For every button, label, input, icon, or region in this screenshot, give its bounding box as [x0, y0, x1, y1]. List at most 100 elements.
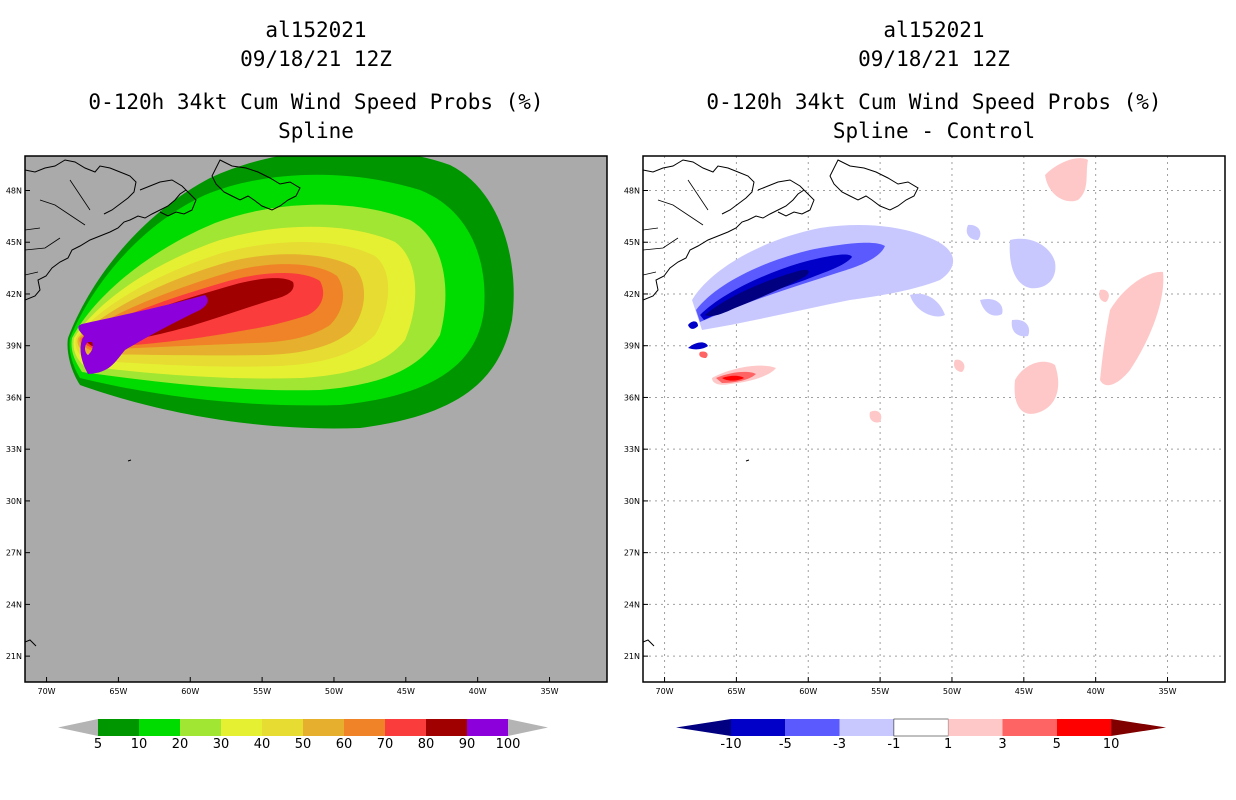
left-product-title: 0-120h 34kt Cum Wind Speed Probs (%) — [88, 90, 544, 114]
lon-tick-label: 50W — [325, 687, 343, 696]
colorbar-swatch — [180, 719, 221, 736]
left-colorbar: 5 10 20 30 40 50 60 70 80 90 100 — [58, 719, 548, 752]
lon-tick-label: 45W — [397, 687, 415, 696]
state-borders — [643, 179, 709, 276]
right-title: al152021 09/18/21 12Z 0-120h 34kt Cum Wi… — [643, 16, 1225, 146]
lat-tick-label: 21N — [624, 652, 640, 661]
colorbar-label: 3 — [998, 737, 1006, 752]
coastline-northeast-us — [643, 189, 805, 301]
lon-tick-label: 70W — [38, 687, 56, 696]
lat-tick-label: 48N — [6, 186, 22, 195]
lon-tick-label: 60W — [799, 687, 817, 696]
left-storm-id: al152021 — [265, 18, 367, 42]
right-product-title: 0-120h 34kt Cum Wind Speed Probs (%) — [706, 90, 1162, 114]
colorbar-label: 20 — [172, 737, 189, 752]
diff-neg-1-patch-b — [910, 224, 1030, 337]
left-map-panel: 48N 45N 42N 39N 36N 33N 30N 27N 24N 21N 70W 65W 60W 5… — [6, 155, 608, 696]
left-title: al152021 09/18/21 12Z 0-120h 34kt Cum Wi… — [25, 16, 607, 146]
lat-tick-label: 27N — [6, 549, 22, 558]
colorbar-label: 1 — [944, 737, 952, 752]
colorbar-label: -10 — [720, 737, 741, 752]
colorbar-label: 60 — [336, 737, 353, 752]
lat-tick-label: 30N — [6, 497, 22, 506]
diff-pos-1-ne — [1045, 158, 1088, 202]
colorbar-label: 5 — [94, 737, 102, 752]
colorbar-label: -3 — [833, 737, 846, 752]
right-map-background — [643, 156, 1225, 682]
lat-tick-label: 27N — [624, 549, 640, 558]
colorbar-label: -5 — [779, 737, 792, 752]
lat-tick-label: 24N — [624, 600, 640, 609]
right-axis-ticks: 48N 45N 42N 39N 36N 33N 30N 27N 24N 21N 70W 65W 60W 5… — [624, 186, 1177, 696]
right-map-panel: 48N 45N 42N 39N 36N 33N 30N 27N 24N 21N 70W 65W 60W 5… — [624, 155, 1226, 696]
colorbar-swatch — [785, 719, 840, 736]
colorbar-label: 70 — [377, 737, 394, 752]
colorbar-label: 40 — [254, 737, 271, 752]
colorbar-swatch — [262, 719, 303, 736]
lat-tick-label: 42N — [6, 290, 22, 299]
colorbar-label: 100 — [496, 737, 521, 752]
lon-tick-label: 70W — [656, 687, 674, 696]
colorbar-swatch — [426, 719, 467, 736]
right-grid — [643, 156, 1225, 682]
lon-tick-label: 65W — [727, 687, 745, 696]
island-bermuda — [127, 459, 132, 462]
coastline-northeast-us — [25, 189, 187, 301]
lon-tick-label: 35W — [540, 687, 558, 696]
colorbar-swatch — [303, 719, 344, 736]
diff-pos-1-east — [1100, 271, 1164, 386]
colorbar-label: 5 — [1053, 737, 1061, 752]
diff-neg-5 — [688, 254, 852, 350]
right-subtitle: Spline - Control — [832, 119, 1036, 143]
coastline-south — [643, 639, 655, 647]
lon-tick-label: 40W — [469, 687, 487, 696]
colorbar-label: 30 — [213, 737, 230, 752]
lat-tick-label: 48N — [624, 186, 640, 195]
lon-tick-label: 65W — [109, 687, 127, 696]
colorbar-swatch — [344, 719, 385, 736]
lon-tick-label: 50W — [943, 687, 961, 696]
island-bermuda — [745, 459, 750, 462]
lat-tick-label: 21N — [6, 652, 22, 661]
right-storm-id: al152021 — [883, 18, 985, 42]
colorbar-low-arrow — [676, 719, 731, 736]
lon-tick-label: 55W — [871, 687, 889, 696]
state-borders — [25, 179, 91, 276]
coastline-canada — [643, 159, 919, 217]
colorbar-swatch — [948, 719, 1003, 736]
colorbar-swatch — [1056, 719, 1112, 736]
colorbar-swatch — [385, 719, 426, 736]
colorbar-swatch — [98, 719, 139, 736]
lat-tick-label: 24N — [6, 600, 22, 609]
lat-tick-label: 42N — [624, 290, 640, 299]
contour-90 — [78, 295, 208, 374]
lon-tick-label: 35W — [1158, 687, 1176, 696]
colorbar-label: 10 — [131, 737, 148, 752]
lat-tick-label: 33N — [624, 445, 640, 454]
lon-tick-label: 40W — [1087, 687, 1105, 696]
colorbar-swatch — [893, 718, 949, 737]
lat-tick-label: 45N — [624, 238, 640, 247]
left-valid-time: 09/18/21 12Z — [240, 47, 392, 71]
colorbar-label: -1 — [887, 737, 900, 752]
lat-tick-label: 36N — [6, 393, 22, 402]
lat-tick-label: 39N — [624, 342, 640, 351]
lon-tick-label: 45W — [1015, 687, 1033, 696]
lat-tick-label: 30N — [624, 497, 640, 506]
lat-tick-label: 45N — [6, 238, 22, 247]
colorbar-swatch — [467, 719, 508, 736]
colorbar-high-arrow — [1111, 719, 1167, 736]
left-subtitle: Spline — [278, 119, 354, 143]
lat-tick-label: 33N — [6, 445, 22, 454]
diff-neg-10 — [705, 269, 809, 317]
diff-pos-3 — [699, 351, 756, 383]
colorbar-high-arrow — [508, 719, 548, 736]
diff-neg-1-patch-a — [1009, 238, 1056, 289]
lon-tick-label: 55W — [253, 687, 271, 696]
colorbar-label: 10 — [1103, 737, 1120, 752]
colorbar-swatch — [139, 719, 180, 736]
coastline-canada — [25, 159, 301, 217]
colorbar-label: 90 — [459, 737, 476, 752]
colorbar-label: 50 — [295, 737, 312, 752]
colorbar-swatch — [839, 719, 894, 736]
